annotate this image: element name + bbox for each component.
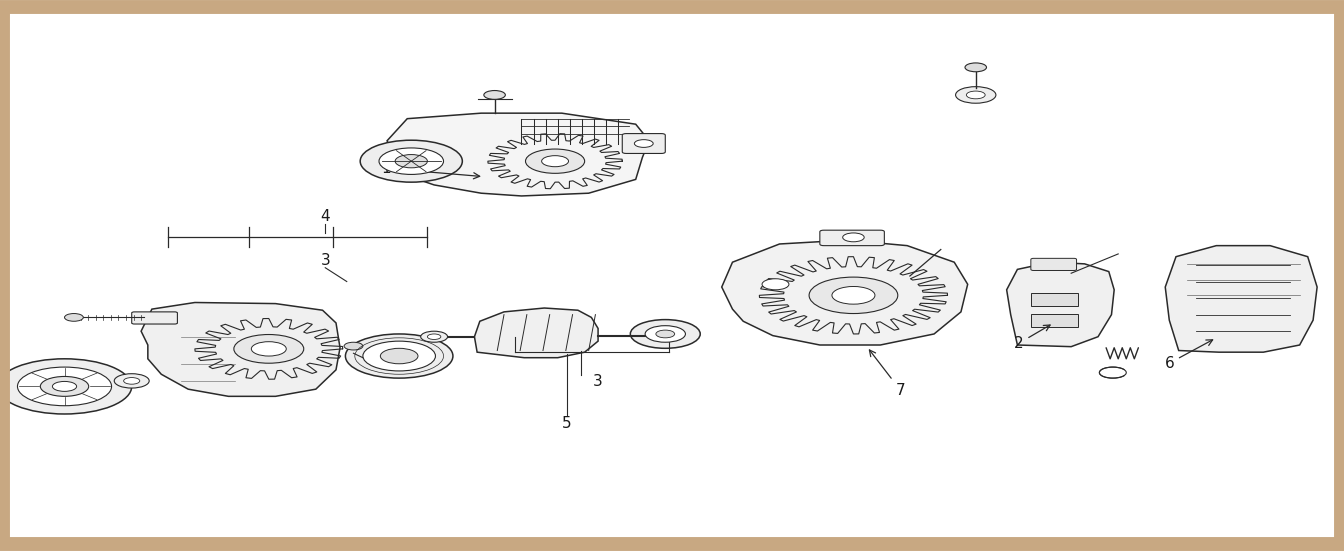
FancyBboxPatch shape xyxy=(1031,258,1077,270)
Circle shape xyxy=(395,155,427,168)
Circle shape xyxy=(427,334,441,339)
Circle shape xyxy=(484,91,505,99)
Circle shape xyxy=(965,63,986,72)
Circle shape xyxy=(762,279,789,290)
Circle shape xyxy=(124,378,140,384)
Circle shape xyxy=(234,335,304,363)
FancyBboxPatch shape xyxy=(1031,293,1078,306)
Circle shape xyxy=(634,140,653,147)
Circle shape xyxy=(363,341,435,371)
Circle shape xyxy=(421,331,448,342)
Polygon shape xyxy=(474,308,598,358)
FancyBboxPatch shape xyxy=(1031,314,1078,327)
Circle shape xyxy=(645,326,685,342)
Text: 7: 7 xyxy=(870,350,906,398)
Text: 3: 3 xyxy=(593,374,603,390)
Circle shape xyxy=(379,148,444,174)
Circle shape xyxy=(345,334,453,378)
Circle shape xyxy=(956,87,996,103)
Circle shape xyxy=(832,286,875,304)
Circle shape xyxy=(344,342,363,350)
Circle shape xyxy=(114,374,149,388)
Circle shape xyxy=(966,91,985,99)
Circle shape xyxy=(526,149,585,173)
Text: 1: 1 xyxy=(380,161,480,179)
Polygon shape xyxy=(722,240,968,345)
Circle shape xyxy=(0,359,132,414)
Text: 5: 5 xyxy=(562,416,573,432)
Circle shape xyxy=(17,367,112,406)
FancyBboxPatch shape xyxy=(132,312,177,324)
Circle shape xyxy=(656,330,675,338)
Circle shape xyxy=(65,314,83,321)
Text: 2: 2 xyxy=(1013,325,1050,351)
Polygon shape xyxy=(141,302,340,396)
Circle shape xyxy=(630,320,700,348)
Circle shape xyxy=(52,381,77,391)
FancyBboxPatch shape xyxy=(622,134,665,153)
Text: 3: 3 xyxy=(320,253,331,268)
Polygon shape xyxy=(1165,246,1317,352)
Text: 6: 6 xyxy=(1164,340,1212,371)
Circle shape xyxy=(360,140,462,182)
Circle shape xyxy=(809,277,898,314)
Polygon shape xyxy=(1007,262,1114,347)
Circle shape xyxy=(843,233,864,242)
FancyBboxPatch shape xyxy=(820,230,884,246)
Circle shape xyxy=(380,348,418,364)
Text: 4: 4 xyxy=(320,209,331,224)
Circle shape xyxy=(40,376,89,396)
Circle shape xyxy=(251,342,286,356)
Circle shape xyxy=(542,156,569,167)
Polygon shape xyxy=(387,113,649,196)
